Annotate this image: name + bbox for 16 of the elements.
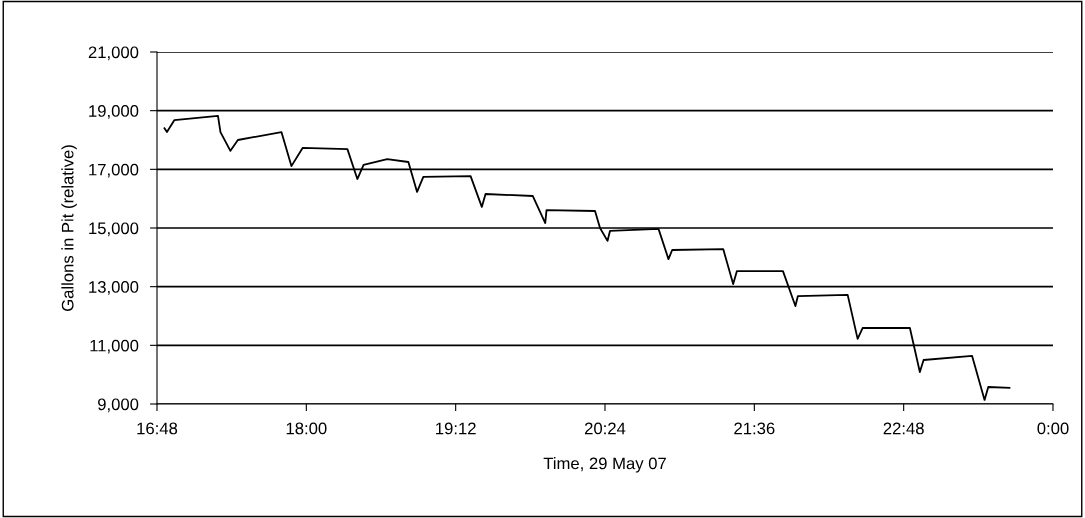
x-tick-label: 22:48 [883,422,924,435]
x-tick-label: 0:00 [1037,422,1069,435]
x-tick-label: 16:48 [137,422,178,435]
y-tick-label: 15,000 [89,222,139,237]
y-tick-label: 13,000 [89,281,139,295]
y-tick-label: 21,000 [88,46,139,61]
y-tick-label: 9,000 [98,398,139,413]
x-tick-label: 20:24 [584,422,626,435]
y-axis-title: Gallons in Pit (relative) [61,145,77,311]
x-axis-title: Time, 29 May 07 [543,457,666,473]
x-tick-label: 21:36 [734,422,775,435]
y-tick-label: 17,000 [89,163,139,178]
y-tick-label: 11,000 [90,339,139,354]
x-tick-label: 18:00 [286,422,327,435]
y-tick-label: 19,000 [89,105,139,119]
x-tick-label: 19:12 [436,422,476,435]
